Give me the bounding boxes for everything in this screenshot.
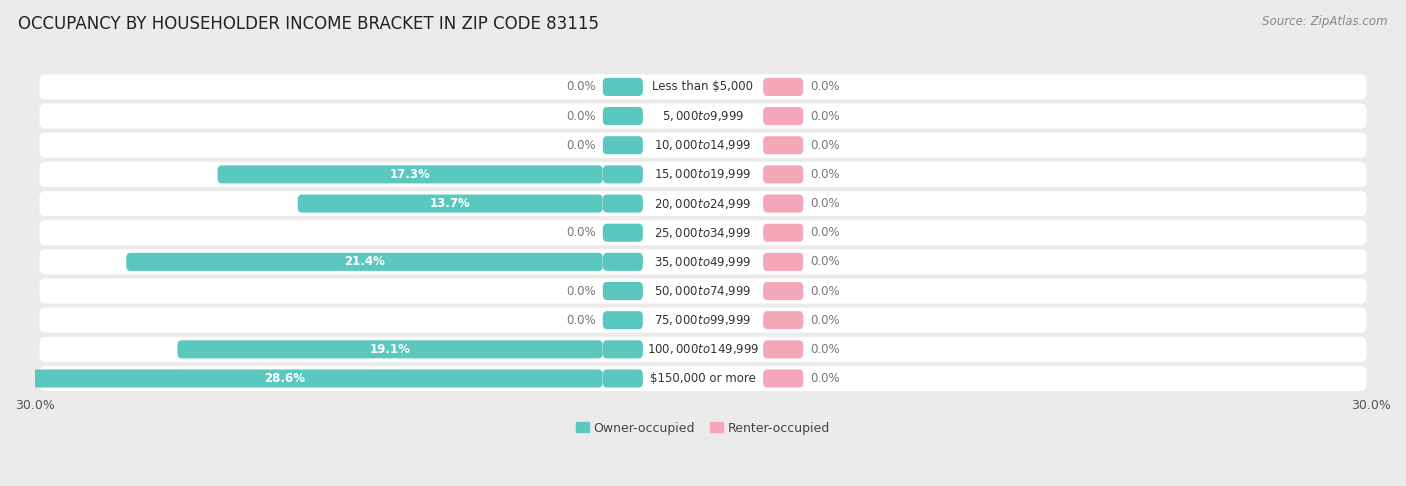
FancyBboxPatch shape [763,107,803,125]
Text: 28.6%: 28.6% [264,372,305,385]
Text: $35,000 to $49,999: $35,000 to $49,999 [654,255,752,269]
FancyBboxPatch shape [603,253,643,271]
FancyBboxPatch shape [39,191,1367,216]
FancyBboxPatch shape [39,133,1367,158]
Text: 0.0%: 0.0% [810,80,839,93]
FancyBboxPatch shape [763,224,803,242]
FancyBboxPatch shape [603,311,803,329]
Text: 0.0%: 0.0% [810,255,839,268]
FancyBboxPatch shape [39,104,1367,129]
Text: 0.0%: 0.0% [567,139,596,152]
FancyBboxPatch shape [218,165,603,183]
Text: 0.0%: 0.0% [810,284,839,297]
FancyBboxPatch shape [603,369,643,387]
FancyBboxPatch shape [177,340,603,358]
FancyBboxPatch shape [603,253,803,271]
Text: Source: ZipAtlas.com: Source: ZipAtlas.com [1263,15,1388,28]
FancyBboxPatch shape [603,340,643,358]
FancyBboxPatch shape [603,107,803,125]
Text: 0.0%: 0.0% [567,80,596,93]
Text: 17.3%: 17.3% [389,168,430,181]
FancyBboxPatch shape [603,224,643,242]
Text: 21.4%: 21.4% [344,255,385,268]
FancyBboxPatch shape [763,340,803,358]
Text: 0.0%: 0.0% [567,284,596,297]
FancyBboxPatch shape [298,194,603,212]
FancyBboxPatch shape [39,74,1367,100]
FancyBboxPatch shape [603,107,643,125]
FancyBboxPatch shape [763,165,803,183]
FancyBboxPatch shape [39,220,1367,245]
Text: $150,000 or more: $150,000 or more [650,372,756,385]
Text: $5,000 to $9,999: $5,000 to $9,999 [662,109,744,123]
Text: 13.7%: 13.7% [430,197,471,210]
Text: $10,000 to $14,999: $10,000 to $14,999 [654,138,752,152]
FancyBboxPatch shape [127,253,603,271]
FancyBboxPatch shape [763,253,803,271]
Text: 0.0%: 0.0% [810,168,839,181]
Text: 0.0%: 0.0% [567,109,596,122]
Text: Less than $5,000: Less than $5,000 [652,80,754,93]
Text: 0.0%: 0.0% [567,313,596,327]
FancyBboxPatch shape [763,311,803,329]
Text: 0.0%: 0.0% [810,226,839,239]
Text: OCCUPANCY BY HOUSEHOLDER INCOME BRACKET IN ZIP CODE 83115: OCCUPANCY BY HOUSEHOLDER INCOME BRACKET … [18,15,599,33]
FancyBboxPatch shape [603,282,803,300]
FancyBboxPatch shape [603,340,803,358]
FancyBboxPatch shape [603,194,803,212]
Text: $25,000 to $34,999: $25,000 to $34,999 [654,226,752,240]
FancyBboxPatch shape [603,282,643,300]
FancyBboxPatch shape [603,165,803,183]
FancyBboxPatch shape [39,278,1367,304]
FancyBboxPatch shape [603,369,803,387]
FancyBboxPatch shape [39,366,1367,391]
FancyBboxPatch shape [603,78,803,96]
Text: $75,000 to $99,999: $75,000 to $99,999 [654,313,752,327]
FancyBboxPatch shape [39,308,1367,333]
FancyBboxPatch shape [603,224,803,242]
FancyBboxPatch shape [603,136,803,154]
Text: $15,000 to $19,999: $15,000 to $19,999 [654,167,752,181]
FancyBboxPatch shape [39,249,1367,275]
Text: 0.0%: 0.0% [810,139,839,152]
FancyBboxPatch shape [763,282,803,300]
Text: 19.1%: 19.1% [370,343,411,356]
Text: 0.0%: 0.0% [810,343,839,356]
FancyBboxPatch shape [763,369,803,387]
Text: $100,000 to $149,999: $100,000 to $149,999 [647,342,759,356]
Text: $50,000 to $74,999: $50,000 to $74,999 [654,284,752,298]
FancyBboxPatch shape [603,136,643,154]
FancyBboxPatch shape [0,369,603,387]
Text: 0.0%: 0.0% [810,109,839,122]
Text: 0.0%: 0.0% [567,226,596,239]
Text: $20,000 to $24,999: $20,000 to $24,999 [654,196,752,210]
FancyBboxPatch shape [603,78,643,96]
Text: 0.0%: 0.0% [810,313,839,327]
Legend: Owner-occupied, Renter-occupied: Owner-occupied, Renter-occupied [571,417,835,439]
Text: 0.0%: 0.0% [810,372,839,385]
FancyBboxPatch shape [603,311,643,329]
FancyBboxPatch shape [603,194,643,212]
FancyBboxPatch shape [603,165,643,183]
Text: 0.0%: 0.0% [810,197,839,210]
FancyBboxPatch shape [763,136,803,154]
FancyBboxPatch shape [39,162,1367,187]
FancyBboxPatch shape [763,78,803,96]
FancyBboxPatch shape [763,194,803,212]
FancyBboxPatch shape [39,337,1367,362]
